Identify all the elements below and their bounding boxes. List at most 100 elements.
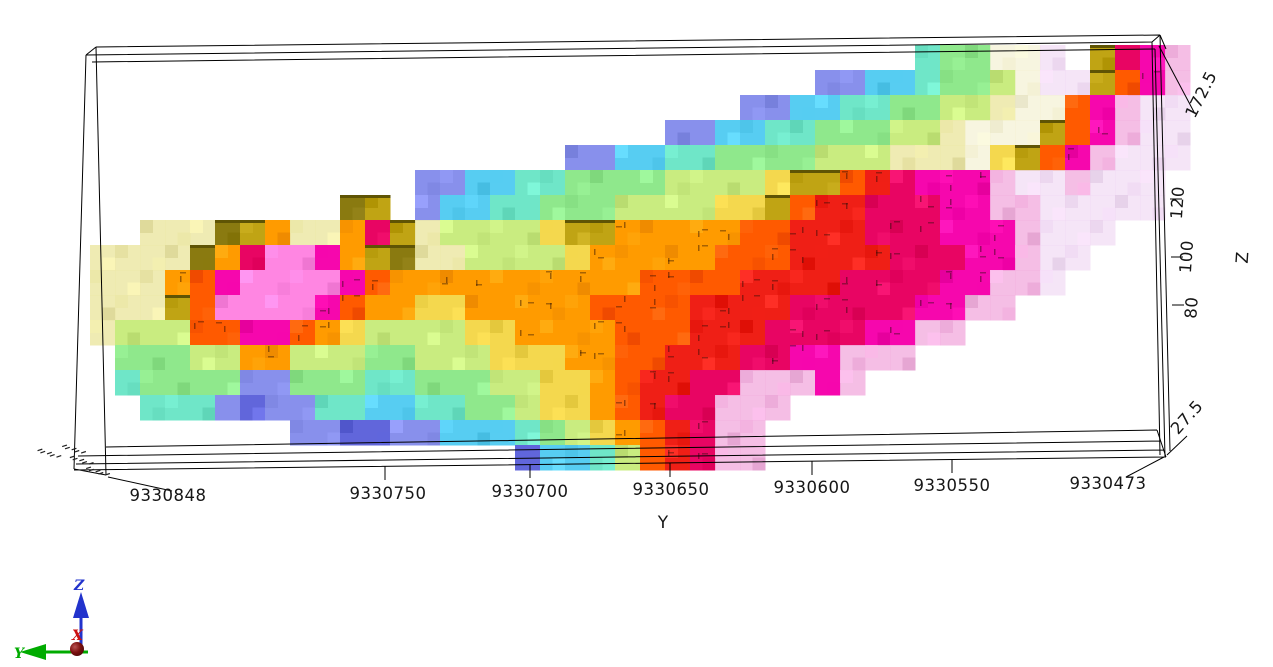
voxel-subcell: [390, 270, 404, 284]
voxel-subcell: [740, 170, 754, 184]
voxel-subcell: [840, 220, 854, 234]
voxel-edge-shadow: [165, 295, 191, 298]
voxel-edge-shadow: [1015, 145, 1041, 148]
voxel-subcell: [615, 345, 629, 359]
voxel-subcell: [390, 420, 404, 434]
voxel-subcell: [627, 232, 641, 246]
voxel-subcell: [1177, 82, 1191, 96]
voxel-subcell: [340, 220, 354, 234]
voxel-subcell: [1152, 107, 1166, 121]
y-axis-gizmo-label: Y: [14, 646, 26, 662]
voxel-outline-mark: [698, 245, 700, 251]
voxel-outline-mark: [772, 280, 778, 282]
voxel-subcell: [365, 345, 379, 359]
voxel-subcell: [315, 345, 329, 359]
voxel-subcell: [402, 307, 416, 321]
voxel-subcell: [615, 195, 629, 209]
voxel-subcell: [452, 307, 466, 321]
z-axis-tick-label: 80: [1181, 296, 1201, 319]
voxel-outline-mark: [928, 302, 934, 304]
voxel-subcell: [265, 245, 279, 259]
voxel-subcell: [552, 257, 566, 271]
voxel-subcell: [927, 82, 941, 96]
voxel-outline-mark: [702, 357, 708, 359]
voxel-outline-mark: [802, 257, 804, 263]
voxel-subcell: [340, 270, 354, 284]
voxel-outline-mark: [650, 275, 656, 277]
voxel-outline-mark: [980, 256, 986, 258]
x-axis-gizmo-label: X: [71, 628, 84, 644]
voxel-subcell: [652, 357, 666, 371]
voxel-subcell: [515, 245, 529, 259]
voxel-subcell: [877, 82, 891, 96]
voxel-subcell: [727, 182, 741, 196]
voxel-subcell: [452, 357, 466, 371]
x-axis-illegible-glyph: [61, 444, 68, 448]
voxel-outline-mark: [668, 376, 670, 382]
voxel-subcell: [615, 395, 629, 409]
voxel-subcell: [902, 357, 916, 371]
voxel-subcell: [940, 270, 954, 284]
voxel-subcell: [840, 120, 854, 134]
voxel-outline-mark: [842, 171, 848, 173]
voxel-subcell: [690, 170, 704, 184]
voxel-subcell: [852, 107, 866, 121]
y-axis-arrowhead-icon: [20, 644, 46, 660]
voxel-subcell: [252, 407, 266, 421]
voxel-subcell: [515, 195, 529, 209]
voxel-outline-mark: [720, 326, 726, 328]
voxel-subcell: [365, 245, 379, 259]
voxel-subcell: [790, 320, 804, 334]
voxel-subcell: [765, 395, 779, 409]
voxel-subcell: [965, 195, 979, 209]
voxel-subcell: [877, 232, 891, 246]
voxel-outline-mark: [1098, 127, 1100, 133]
voxel-subcell: [765, 295, 779, 309]
voxel-subcell: [452, 257, 466, 271]
voxel-subcell: [1027, 232, 1041, 246]
x-axis-illegible-tick-labels: [37, 444, 111, 476]
voxel-outline-mark: [668, 372, 674, 374]
voxel-subcell: [640, 270, 654, 284]
voxel-subcell: [1090, 70, 1104, 84]
voxel-subcell: [1090, 170, 1104, 184]
voxel-subcell: [915, 245, 929, 259]
z-axis-tick-label: 100: [1176, 239, 1197, 273]
x-axis-illegible-glyph: [79, 458, 85, 462]
voxel-subcell: [977, 82, 991, 96]
x-axis-illegible-glyph: [95, 469, 101, 473]
voxel-outline-mark: [754, 279, 760, 281]
voxel-subcell: [665, 395, 679, 409]
voxel-outline-mark: [802, 345, 804, 351]
voxel-subcell: [752, 457, 766, 471]
voxel-subcell: [602, 257, 616, 271]
voxel-outline-mark: [624, 400, 626, 406]
voxel-outline-mark: [580, 350, 582, 356]
voxel-subcell: [115, 295, 129, 309]
voxel-subcell: [852, 157, 866, 171]
voxel-subcell: [452, 207, 466, 221]
voxel-subcell: [902, 207, 916, 221]
voxel-subcell: [790, 270, 804, 284]
voxel-subcell: [690, 370, 704, 384]
voxel-subcell: [227, 382, 241, 396]
voxel-subcell: [1002, 207, 1016, 221]
voxel-subcell: [702, 307, 716, 321]
voxel-subcell: [490, 420, 504, 434]
voxel-outline-mark: [842, 203, 848, 205]
voxel-subcell: [965, 95, 979, 109]
voxel-subcell: [465, 345, 479, 359]
voxel-outline-mark: [624, 222, 626, 228]
voxel-subcell: [752, 307, 766, 321]
voxel-subcell: [1015, 95, 1029, 109]
x-axis-illegible-glyph: [81, 460, 88, 464]
voxel-outline-mark: [702, 421, 708, 423]
voxel-subcell: [690, 270, 704, 284]
voxel-subcell: [1015, 245, 1029, 259]
voxel-subcell: [152, 357, 166, 371]
voxel-subcell: [640, 320, 654, 334]
voxel-outline-mark: [598, 353, 604, 355]
voxel-subcell: [540, 320, 554, 334]
voxel-outline-mark: [790, 233, 796, 235]
